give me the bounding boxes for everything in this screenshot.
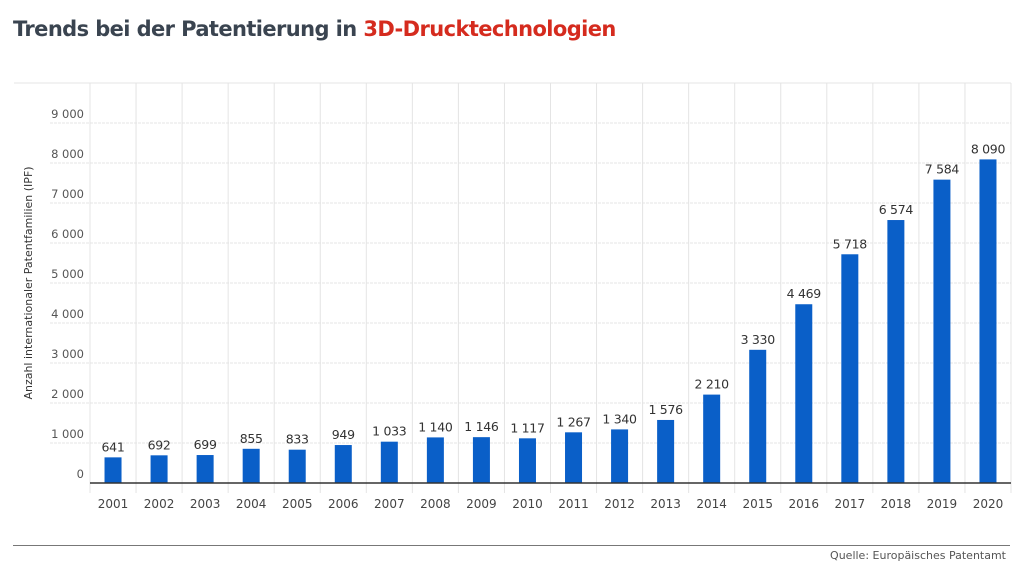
- data-label: 692: [148, 437, 171, 452]
- x-tick-label: 2011: [558, 497, 589, 511]
- bar-2009: [473, 437, 490, 483]
- bar-2001: [105, 457, 122, 483]
- bar-2014: [703, 395, 720, 483]
- y-tick-label: 6 000: [51, 227, 84, 241]
- data-label: 2 210: [695, 377, 730, 392]
- y-tick-label: 1 000: [51, 427, 84, 441]
- data-label: 5 718: [833, 236, 868, 251]
- footer-divider: [13, 545, 1010, 546]
- data-label: 7 584: [925, 162, 960, 177]
- bar-2019: [933, 180, 950, 483]
- data-label: 8 090: [971, 141, 1006, 156]
- data-label: 641: [102, 439, 125, 454]
- y-axis-label: Anzahl internationaler Patentfamilien (I…: [22, 166, 35, 399]
- bar-2011: [565, 432, 582, 483]
- x-tick-label: 2012: [604, 497, 635, 511]
- data-label: 1 267: [556, 414, 590, 429]
- bar-2020: [979, 159, 996, 483]
- source-note: Quelle: Europäisches Patentamt: [830, 549, 1006, 562]
- bar-2013: [657, 420, 674, 483]
- data-label: 4 469: [787, 286, 822, 301]
- x-tick-label: 2015: [742, 497, 773, 511]
- data-label: 1 117: [510, 420, 544, 435]
- data-label: 855: [240, 431, 263, 446]
- bar-2005: [289, 450, 306, 483]
- x-tick-label: 2006: [328, 497, 359, 511]
- data-label: 949: [332, 427, 355, 442]
- y-tick-label: 0: [77, 467, 84, 481]
- bar-2010: [519, 438, 536, 483]
- y-tick-label: 7 000: [51, 187, 84, 201]
- data-label: 1 140: [418, 419, 453, 434]
- x-tick-label: 2009: [466, 497, 497, 511]
- x-tick-label: 2013: [650, 497, 681, 511]
- x-tick-label: 2001: [98, 497, 129, 511]
- y-tick-label: 2 000: [51, 387, 84, 401]
- y-tick-label: 9 000: [51, 107, 84, 121]
- x-tick-label: 2003: [190, 497, 221, 511]
- x-tick-label: 2010: [512, 497, 543, 511]
- bar-2002: [151, 455, 168, 483]
- x-tick-label: 2018: [881, 497, 912, 511]
- x-tick-label: 2017: [835, 497, 866, 511]
- bar-2008: [427, 437, 444, 483]
- x-tick-label: 2002: [144, 497, 175, 511]
- bar-2018: [887, 220, 904, 483]
- x-tick-label: 2004: [236, 497, 267, 511]
- bar-2006: [335, 445, 352, 483]
- x-tick-label: 2020: [973, 497, 1004, 511]
- x-tick-label: 2016: [789, 497, 820, 511]
- bar-2017: [841, 254, 858, 483]
- bar-2016: [795, 304, 812, 483]
- x-tick-label: 2005: [282, 497, 313, 511]
- bar-2003: [197, 455, 214, 483]
- x-tick-label: 2008: [420, 497, 451, 511]
- data-label: 1 146: [464, 419, 499, 434]
- data-label: 3 330: [741, 332, 776, 347]
- data-label: 1 340: [602, 411, 637, 426]
- data-label: 699: [194, 437, 217, 452]
- x-tick-label: 2019: [927, 497, 958, 511]
- bar-2004: [243, 449, 260, 483]
- y-tick-label: 8 000: [51, 147, 84, 161]
- data-label: 833: [286, 432, 309, 447]
- x-tick-label: 2007: [374, 497, 405, 511]
- x-tick-label: 2014: [696, 497, 727, 511]
- data-label: 6 574: [879, 202, 914, 217]
- y-tick-label: 4 000: [51, 307, 84, 321]
- bar-2015: [749, 350, 766, 483]
- bar-2007: [381, 442, 398, 483]
- bar-2012: [611, 429, 628, 483]
- data-label: 1 033: [372, 424, 406, 439]
- y-tick-label: 3 000: [51, 347, 84, 361]
- y-tick-label: 5 000: [51, 267, 84, 281]
- data-label: 1 576: [648, 402, 683, 417]
